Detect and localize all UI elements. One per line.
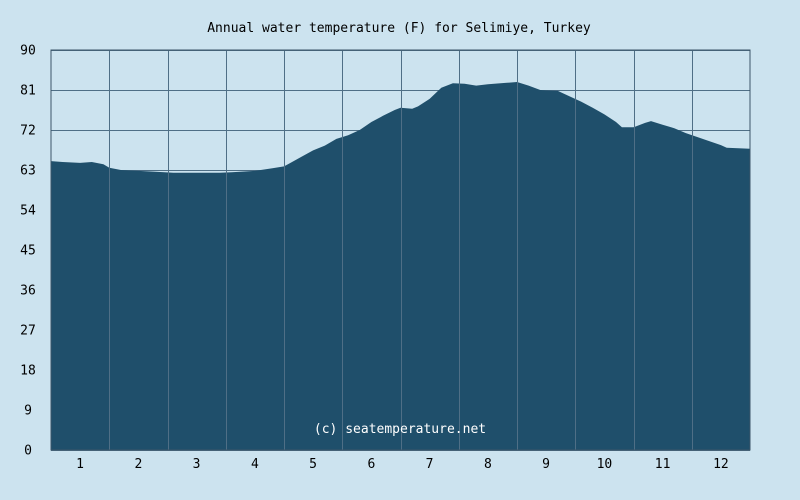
y-tick-label-27: 27 [20,324,36,339]
x-tick-label-1: 1 [76,457,84,472]
x-tick-label-6: 6 [367,457,375,472]
chart-title: Annual water temperature (F) for Selimiy… [207,21,591,36]
x-tick-label-4: 4 [251,457,259,472]
y-tick-label-9: 9 [24,404,32,419]
x-tick-label-3: 3 [193,457,201,472]
y-tick-label-36: 36 [20,284,36,299]
x-axis-tick-labels: 1 2 3 4 5 6 7 8 9 10 11 12 [76,457,729,472]
y-tick-label-72: 72 [20,124,36,139]
y-axis-tick-labels: 0 9 18 27 36 45 54 63 72 81 90 [20,44,36,459]
x-tick-label-8: 8 [484,457,492,472]
y-tick-label-54: 54 [20,204,36,219]
x-tick-label-10: 10 [597,457,613,472]
y-tick-label-0: 0 [24,444,32,459]
y-tick-label-18: 18 [20,364,36,379]
x-tick-label-2: 2 [134,457,142,472]
x-tick-label-11: 11 [655,457,671,472]
vertical-grid-lines [109,50,693,450]
plot-frame [50,49,751,451]
x-tick-label-9: 9 [542,457,550,472]
watermark-text: (c) seatemperature.net [314,422,486,437]
y-tick-label-45: 45 [20,244,36,259]
x-tick-label-7: 7 [426,457,434,472]
y-tick-label-90: 90 [20,44,36,59]
y-tick-label-81: 81 [20,84,36,99]
y-tick-label-63: 63 [20,164,36,179]
x-tick-label-5: 5 [309,457,317,472]
x-tick-label-12: 12 [713,457,729,472]
